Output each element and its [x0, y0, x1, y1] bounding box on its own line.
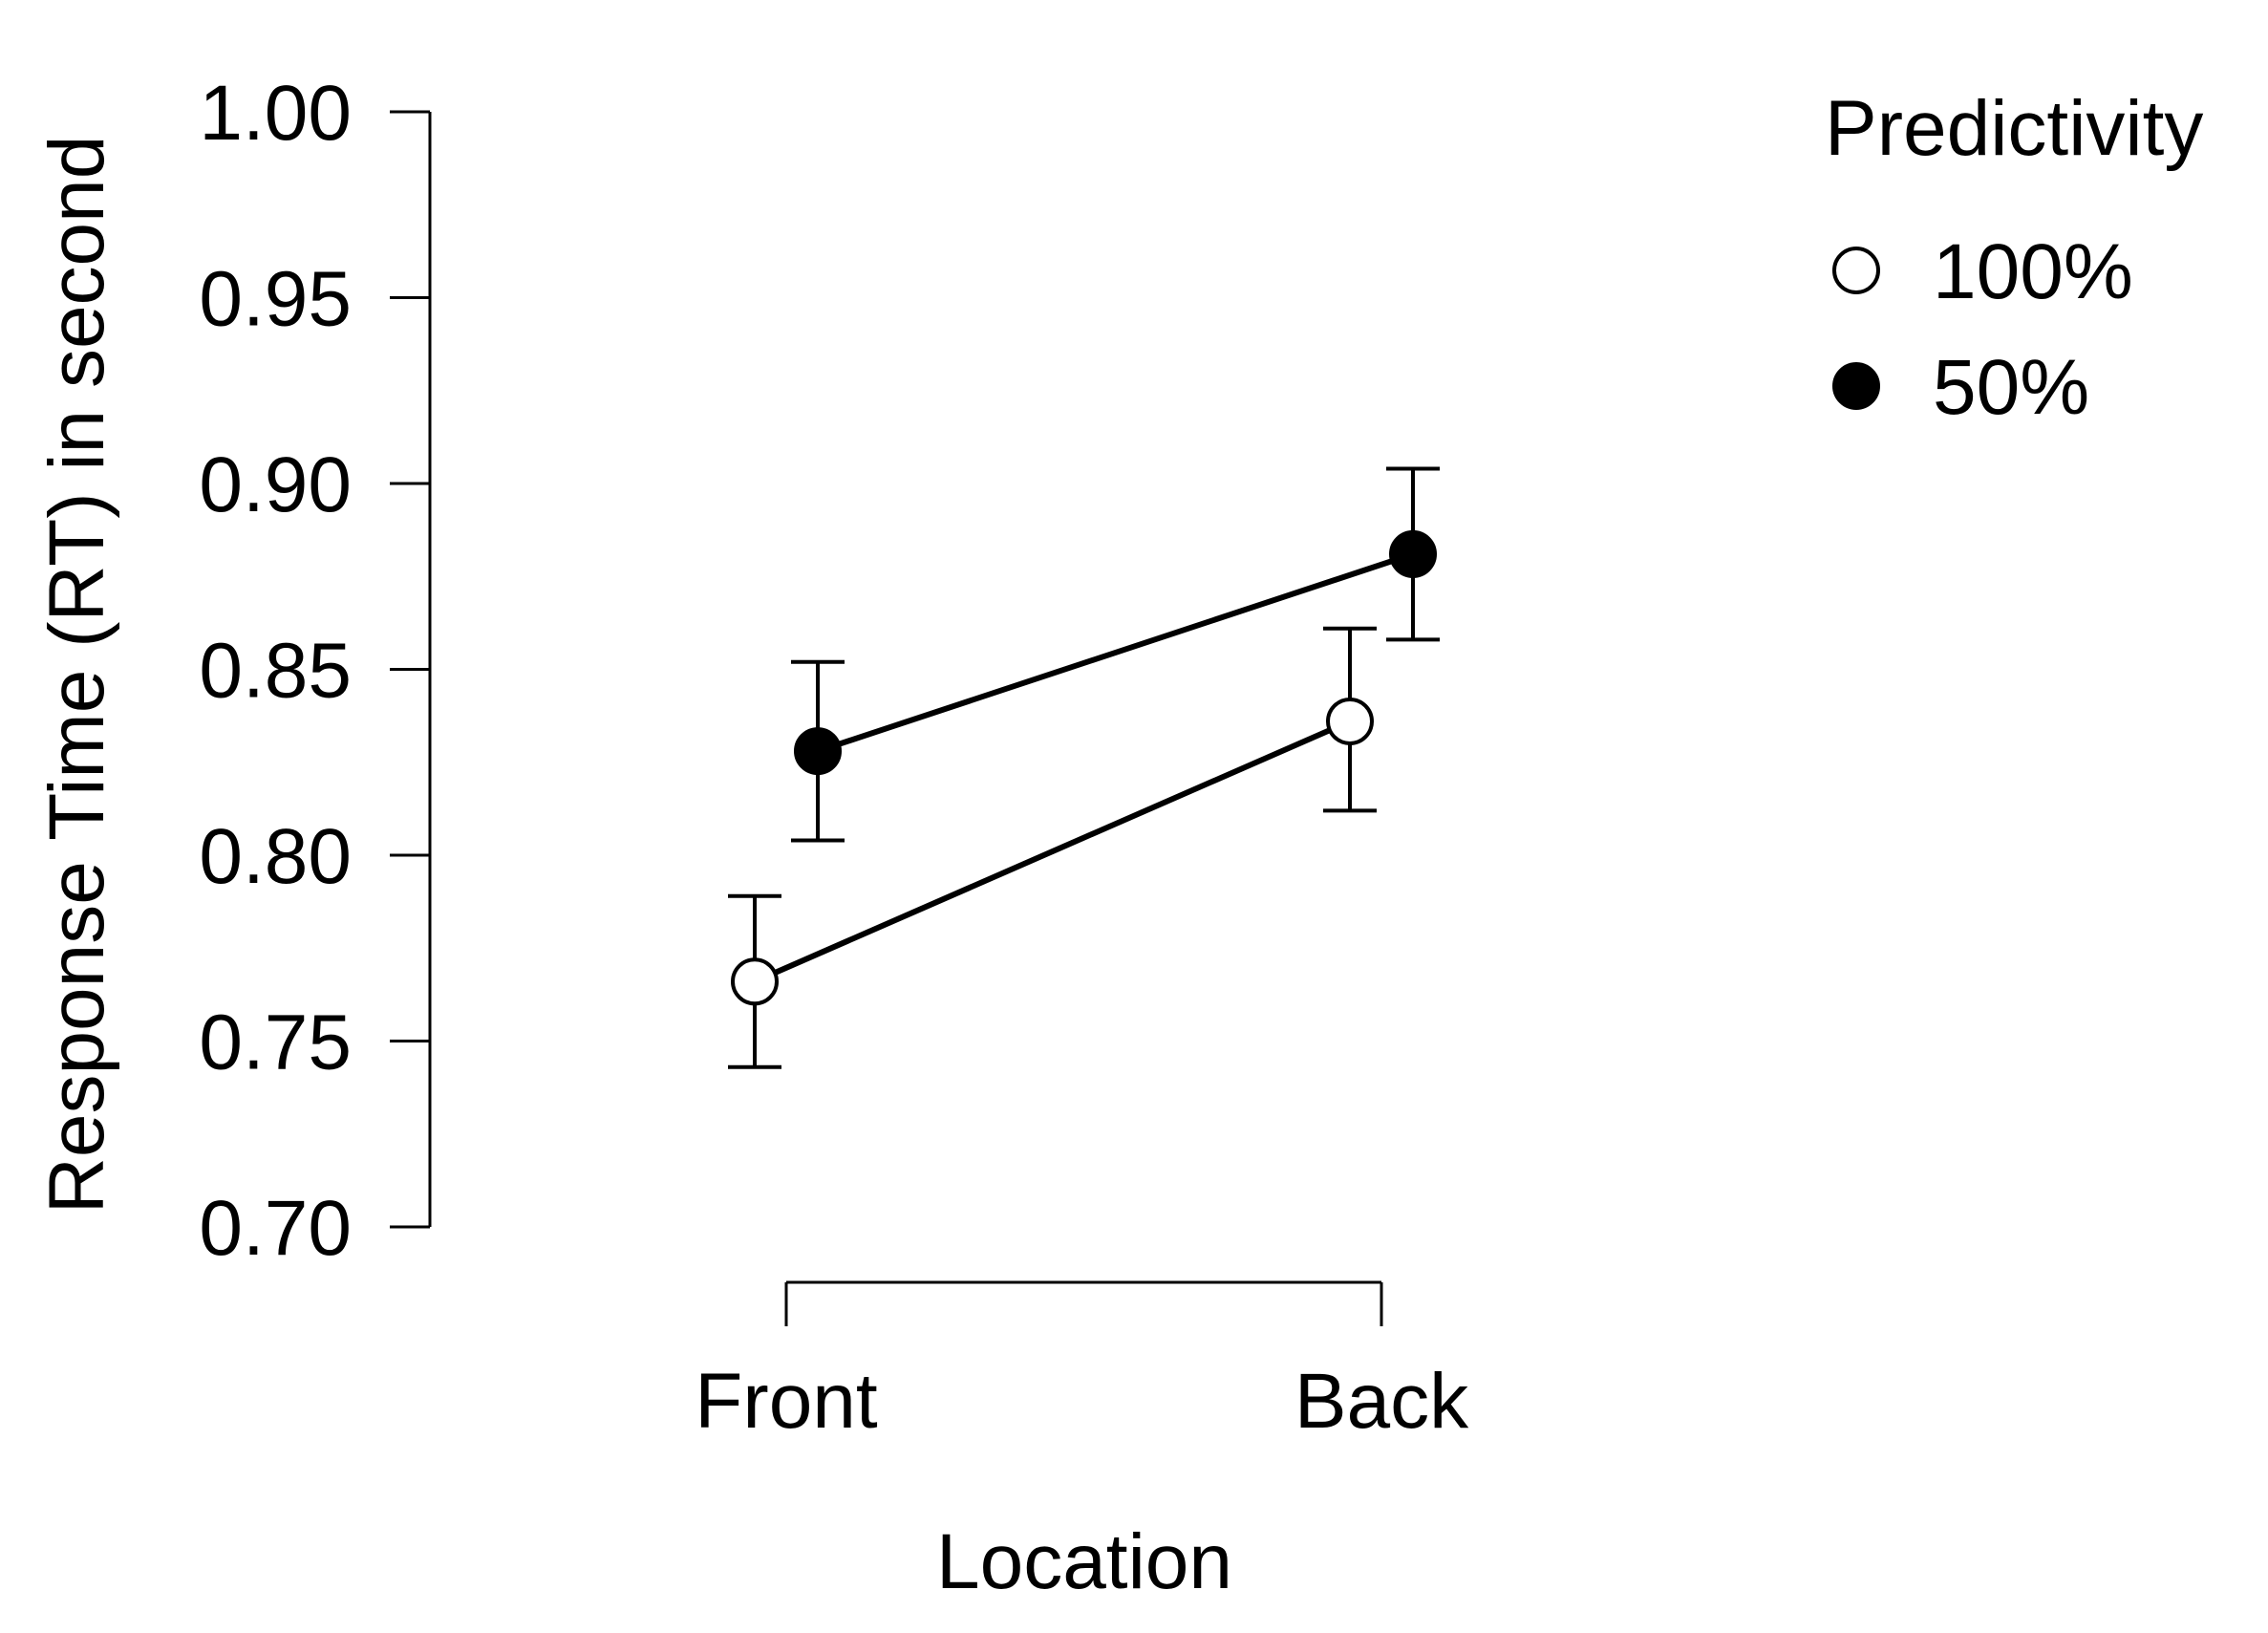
legend-marker [1832, 247, 1880, 294]
data-point [731, 957, 779, 1006]
x-tick-label: Front [695, 1358, 878, 1445]
x-tick-label: Back [1294, 1358, 1469, 1445]
y-tick-label: 0.90 [199, 441, 352, 528]
y-tick-label: 1.00 [199, 70, 352, 157]
y-tick-label: 0.95 [199, 256, 352, 343]
y-tick-label: 0.70 [199, 1185, 352, 1272]
legend: Predictivity 100% 50% [1825, 85, 2203, 431]
y-axis: 0.70 0.75 0.80 0.85 0.90 0.95 1.00 [199, 70, 432, 1272]
legend-label: 100% [1933, 228, 2133, 315]
data-point [794, 727, 842, 776]
y-axis-title: Response Time (RT) in second [33, 136, 120, 1214]
plot-area [728, 466, 1440, 1069]
y-tick-label: 0.80 [199, 813, 352, 900]
legend-label: 50% [1933, 344, 2089, 431]
data-point [1389, 529, 1437, 578]
series-line [817, 551, 1414, 754]
series-100% [728, 626, 1377, 1069]
series-50% [791, 466, 1440, 843]
y-tick-label: 0.85 [199, 628, 352, 715]
legend-marker [1832, 362, 1880, 410]
legend-title: Predictivity [1825, 85, 2203, 172]
series-line [753, 719, 1352, 985]
x-axis-title: Location [936, 1518, 1232, 1605]
y-tick-label: 0.75 [199, 999, 352, 1086]
data-point [1326, 697, 1374, 745]
x-axis: Front Back [695, 1280, 1469, 1445]
